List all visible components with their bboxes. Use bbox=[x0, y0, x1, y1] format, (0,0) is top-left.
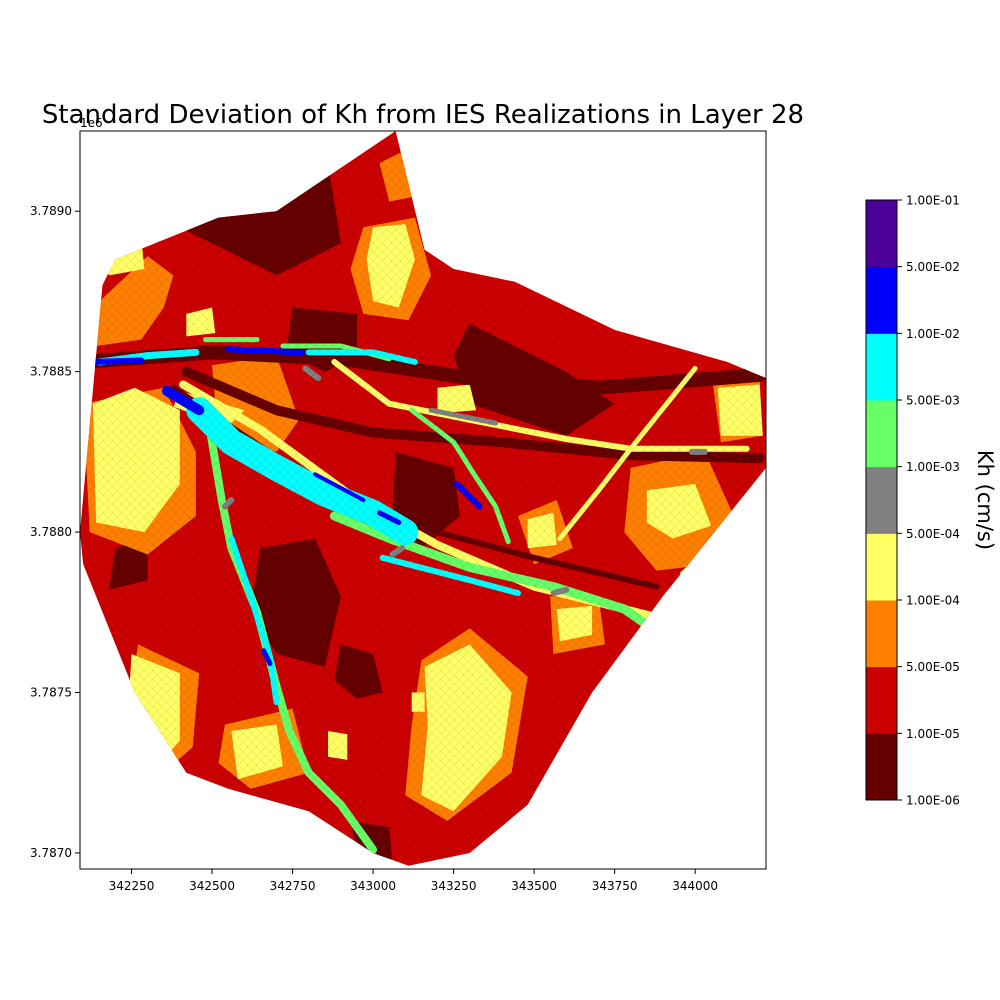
colorbar-tick-label: 1.00E-04 bbox=[906, 594, 960, 608]
x-tick-label: 343750 bbox=[592, 879, 638, 893]
y-tick-label: 3.7870 bbox=[30, 846, 72, 860]
colorbar-tick-label: 1.00E-03 bbox=[906, 460, 960, 474]
colorbar-segments bbox=[866, 200, 897, 801]
colorbar-segment bbox=[866, 333, 897, 401]
colorbar-ticks: 1.00E-06 1.00E-05 5.00E-05 1.00E-04 5.00E-04… bbox=[897, 194, 960, 808]
x-tick-label: 343500 bbox=[511, 879, 557, 893]
plot-area bbox=[79, 130, 767, 870]
colorbar-tick-label: 5.00E-03 bbox=[906, 394, 960, 408]
colorbar: 1.00E-06 1.00E-05 5.00E-05 1.00E-04 5.00E-04… bbox=[865, 194, 997, 808]
chart-title: Standard Deviation of Kh from IES Realiz… bbox=[42, 100, 804, 130]
colorbar-segment bbox=[866, 600, 897, 668]
colorbar-segment bbox=[866, 400, 897, 468]
y-axis: 3.7870 3.7875 3.7880 3.7885 3.7890 bbox=[30, 204, 80, 860]
colorbar-segment bbox=[866, 200, 897, 268]
y-offset-label: 1e6 bbox=[80, 116, 103, 130]
y-tick-label: 3.7875 bbox=[30, 686, 72, 700]
colorbar-segment bbox=[866, 733, 897, 801]
colorbar-tick-label: 1.00E-01 bbox=[906, 194, 960, 208]
colorbar-tick-label: 1.00E-02 bbox=[906, 327, 960, 341]
colorbar-tick-label: 5.00E-02 bbox=[906, 260, 960, 274]
colorbar-label: Kh (cm/s) bbox=[973, 450, 997, 550]
colorbar-tick-label: 1.00E-05 bbox=[906, 727, 960, 741]
y-tick-label: 3.7890 bbox=[30, 204, 72, 218]
colorbar-segment bbox=[866, 666, 897, 734]
y-tick-label: 3.7880 bbox=[30, 525, 72, 539]
x-tick-label: 344000 bbox=[672, 879, 718, 893]
x-tick-label: 343000 bbox=[350, 879, 396, 893]
x-axis: 342250 342500 342750 343000 343250 343500 3437… bbox=[109, 869, 718, 893]
colorbar-tick-label: 5.00E-04 bbox=[906, 527, 960, 541]
colorbar-tick-label: 1.00E-06 bbox=[906, 794, 960, 808]
colorbar-segment bbox=[866, 266, 897, 334]
plot-frame bbox=[79, 130, 767, 870]
x-tick-label: 342750 bbox=[270, 879, 316, 893]
colorbar-tick-label: 5.00E-05 bbox=[906, 660, 960, 674]
colorbar-segment bbox=[866, 533, 897, 601]
x-tick-label: 342500 bbox=[189, 879, 235, 893]
x-tick-label: 342250 bbox=[109, 879, 155, 893]
x-tick-label: 343250 bbox=[431, 879, 477, 893]
colorbar-frame bbox=[865, 199, 898, 801]
colorbar-segment bbox=[866, 466, 897, 534]
y-tick-label: 3.7885 bbox=[30, 365, 72, 379]
